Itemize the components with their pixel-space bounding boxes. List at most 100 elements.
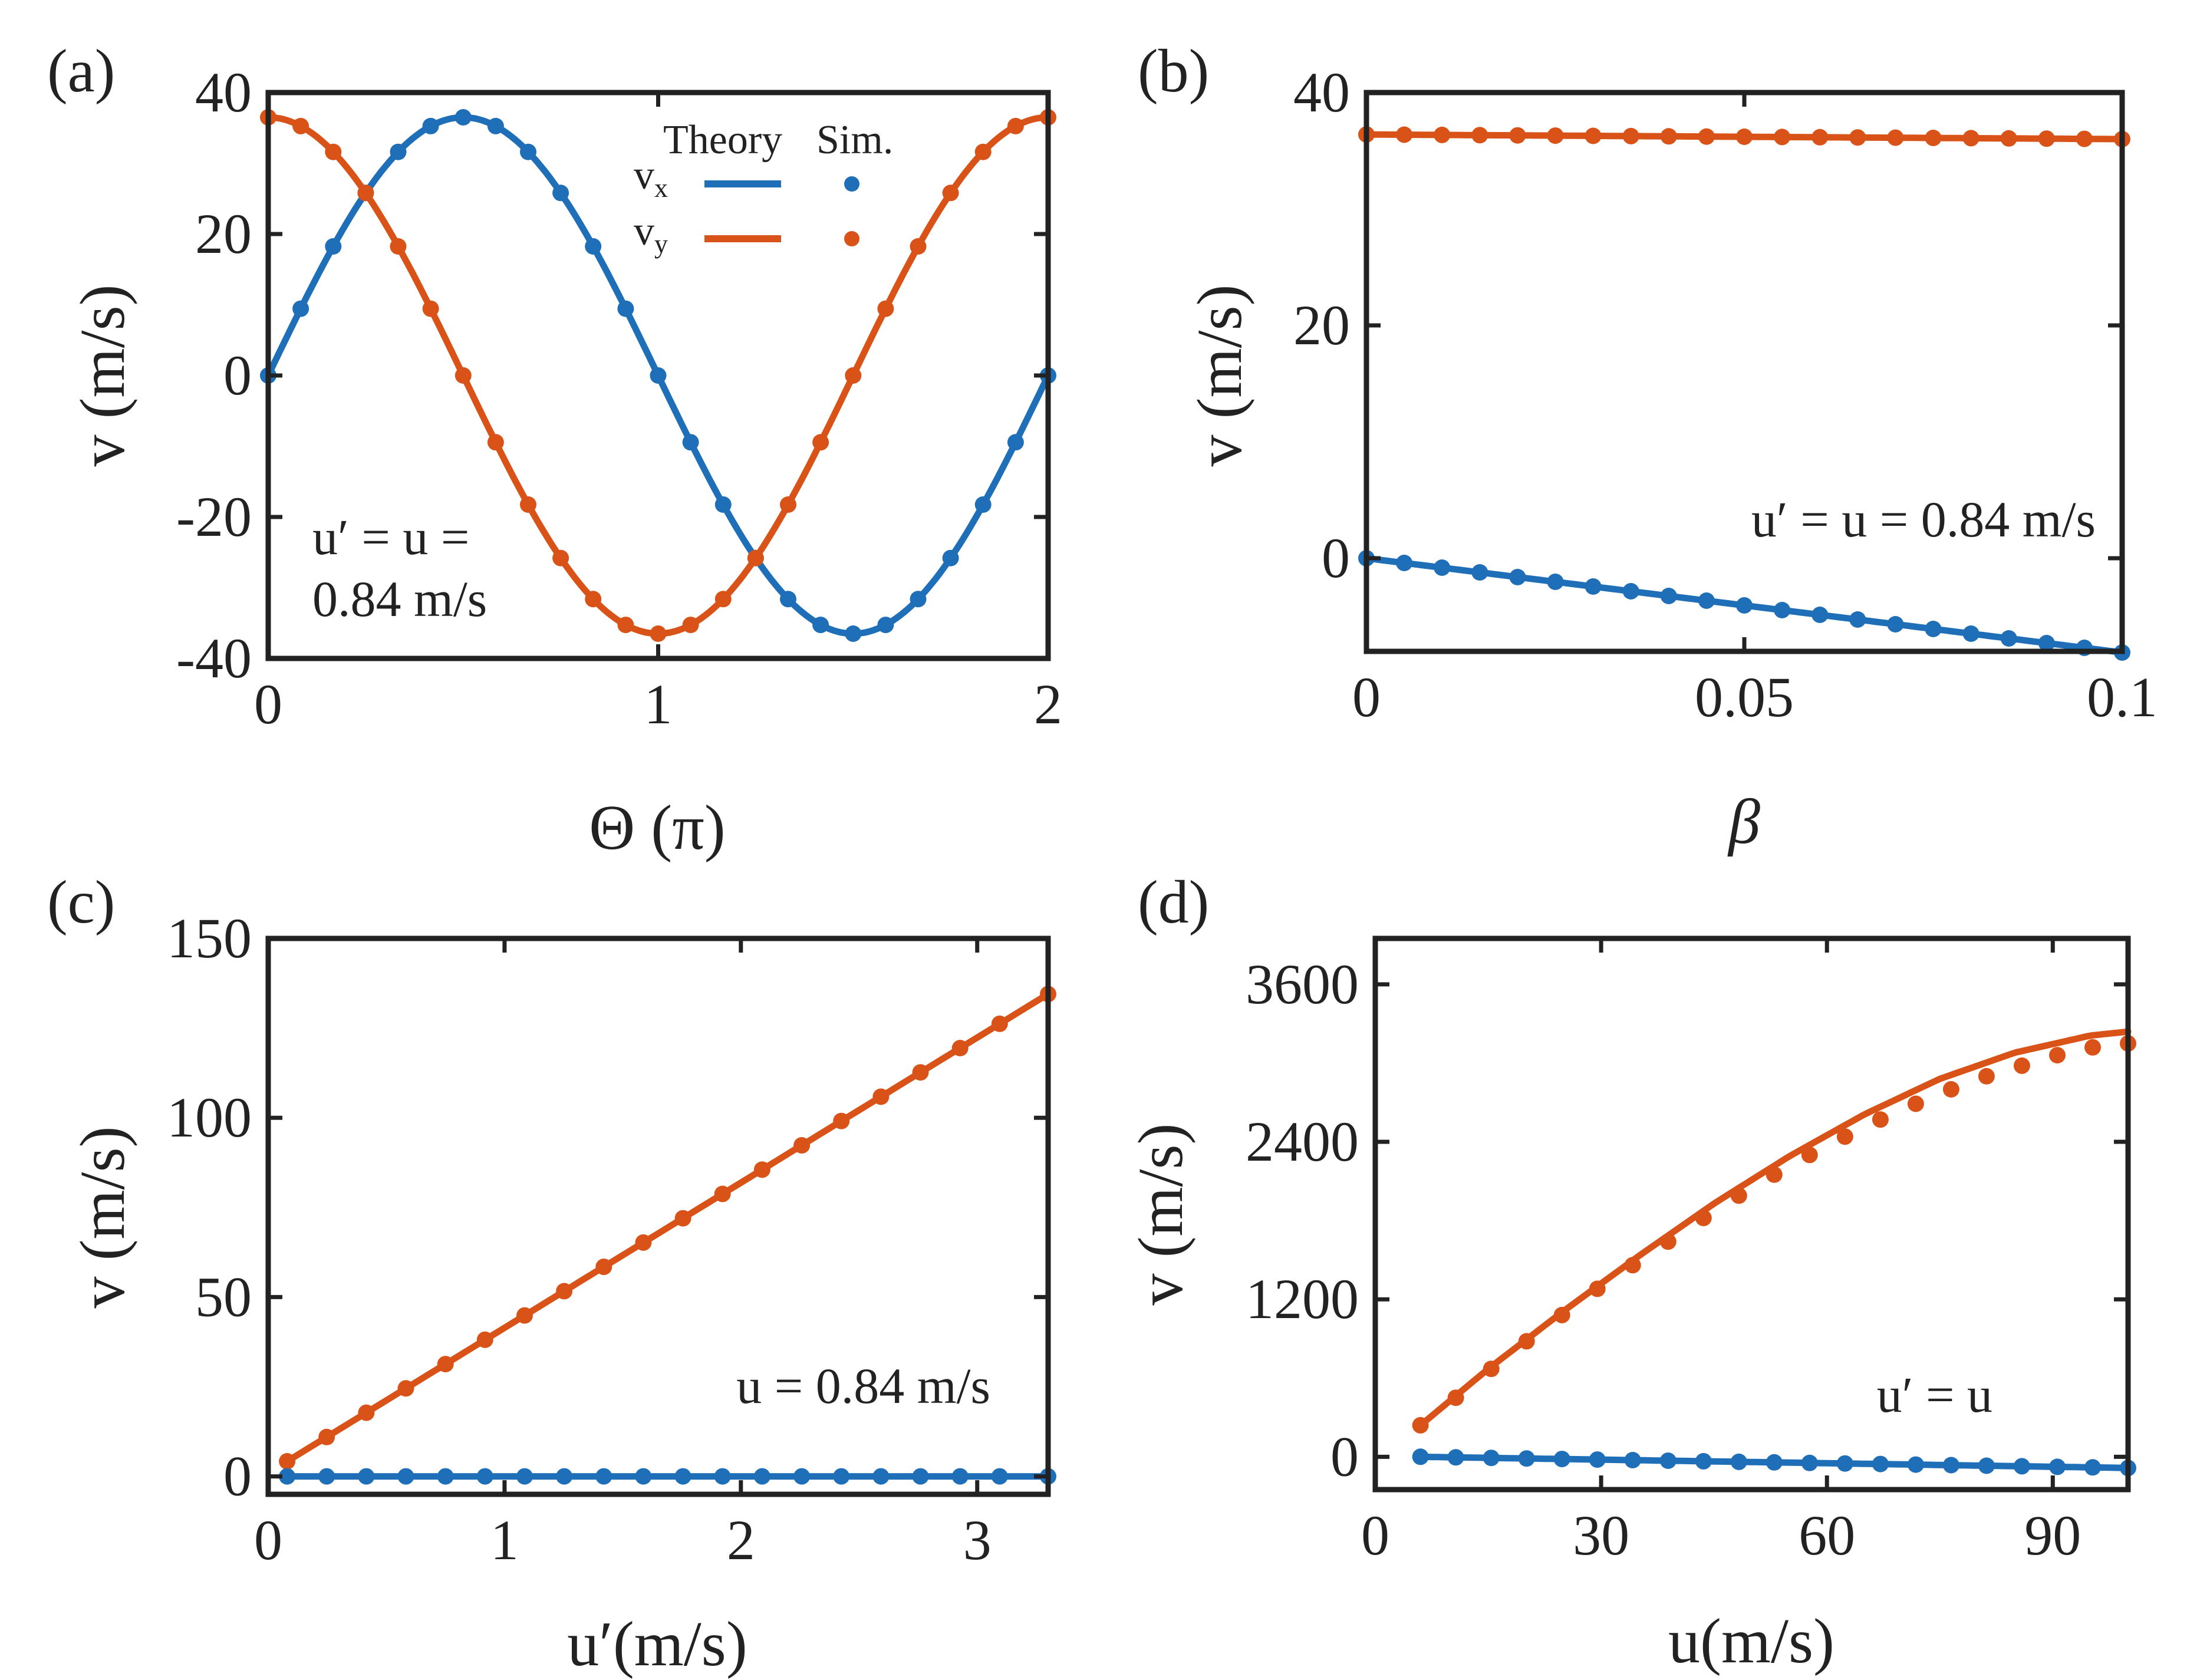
vy-sim-point [437,1356,454,1373]
vx-sim-point [437,1468,454,1485]
panel-d-ytick-label: 0 [1330,1425,1359,1488]
panel-b-label: (b) [1138,37,1209,105]
vx-sim-point [1907,1456,1924,1473]
vx-sim-point [2049,1458,2066,1475]
vx-sim-point [1836,1455,1853,1472]
vx-sim-point [1412,1448,1429,1465]
vy-sim-point [714,1185,731,1203]
panel-d-ytick-label: 3600 [1246,953,1359,1016]
vx-sim-point [974,496,992,513]
vy-sim-point [1434,126,1451,143]
vy-sim-point [318,1428,335,1445]
vx-sim-point [1007,434,1024,451]
panel-d-ticks: 0 30 60 90 3600 2400 1200 0 [1246,938,2128,1567]
panel-d-ytick-label: 2400 [1246,1110,1359,1173]
vy-sim-point [1007,117,1024,134]
vy-sim-point [1412,1417,1429,1434]
vy-sim-point [1695,1210,1712,1227]
vy-sim-point [2076,130,2093,147]
panel-a: (a) 0 1 2 40 20 0 -20 -40 Θ (π) v (m/s) u′ = u … [47,37,1062,863]
vy-sim-point [585,591,602,608]
legend-vx-main: v [634,153,654,198]
vx-sim-point [1471,564,1488,581]
panel-c-ytick-label: 50 [195,1265,252,1328]
vy-sim-point [1698,128,1715,145]
panel-a-annotation-line2: 0.84 m/s [312,571,487,627]
vy-sim-point [1447,1389,1464,1406]
panel-c-frame [265,935,1051,1497]
panel-b-series [1358,126,2130,661]
panel-c-ytick-label: 0 [223,1445,252,1508]
vx-sim-point [812,617,829,634]
vx-sim-point [650,367,667,384]
panel-b-frame [1363,90,2125,654]
vy-sim-point [357,185,374,202]
vx-sim-point [1774,602,1791,618]
panel-b-ytick-label: 20 [1293,294,1350,357]
vy-sim-point [487,434,504,451]
vy-sim-point [2038,130,2055,147]
panel-a-ytick-label: 0 [223,344,252,407]
vx-sim-point [1698,592,1715,609]
panel-b: (b) 0 0.05 0.1 40 20 0 β v (m/s) u′ = u = 0.8… [1138,37,2158,857]
vy-sim-point [556,1283,573,1300]
vx-sim-point [1730,1453,1747,1470]
vx-sim-point [2013,1458,2030,1475]
vx-sim-point [2084,1459,2101,1476]
vx-sim-point [1622,583,1639,599]
panel-a-series [260,109,1056,642]
panel-b-xtick-label: 0 [1352,666,1381,729]
vx-sim-point [793,1468,811,1485]
vx-sim-point [872,1468,890,1485]
vy-sim-point [1766,1166,1783,1183]
panel-a-label: (a) [47,37,115,105]
vy-sim-point [747,549,764,566]
vy-sim-point [1622,127,1639,144]
panel-b-xtick-label: 0.05 [1695,666,1794,729]
vy-sim-point [1849,129,1866,146]
vy-sim-point [1589,1280,1606,1297]
legend-vx-subscript: x [654,173,668,203]
vx-sim-point [753,1468,770,1485]
vx-sim-point [1396,555,1413,571]
vx-sim-point [1887,616,1904,633]
legend-vy-marker [844,231,859,246]
vy-sim-point [942,185,959,202]
panel-a-ylabel: v (m/s) [68,285,138,467]
panel-d-series [1412,1028,2136,1477]
vy-sim-point [454,367,472,384]
vx-sim-point [714,1468,731,1485]
panel-d-xtick-label: 30 [1573,1504,1629,1567]
panel-a-ytick-label: -40 [176,627,252,690]
vy-sim-point [1962,130,1980,147]
panel-a-legend: Theory Sim. vx vy [634,117,893,259]
vy-sim-point [1624,1257,1641,1274]
vy-sim-point [552,549,569,566]
vx-sim-point [951,1468,969,1485]
vx-sim-point [595,1468,612,1485]
vy-sim-point [595,1259,612,1276]
panel-c-xtick-label: 2 [727,1508,755,1572]
vy-sim-point [397,1380,414,1397]
legend-vx-marker [844,176,859,192]
vy-sim-point [279,1453,296,1470]
vy-sim-point [1730,1187,1747,1204]
panel-d-xtick-label: 0 [1361,1504,1389,1567]
panel-d-frame [1372,935,2131,1493]
vx-sim-point [1447,1449,1464,1466]
vx-sim-point [942,549,959,566]
vy-sim-point [1518,1333,1535,1350]
panel-c-annotation: u = 0.84 m/s [736,1358,990,1414]
vx-sim-point [1766,1454,1783,1471]
panel-b-ytick-label: 40 [1293,61,1350,124]
vy-sim-point [1736,129,1753,145]
vx-sim-point [318,1468,335,1485]
panel-c-ytick-label: 150 [167,907,252,970]
vx-sim-point [682,434,699,451]
vy-sim-point [780,496,796,513]
panel-a-xlabel: Θ (π) [589,793,725,863]
panel-a-ytick-label: -20 [176,485,252,548]
vx-sim-point [1547,574,1564,590]
